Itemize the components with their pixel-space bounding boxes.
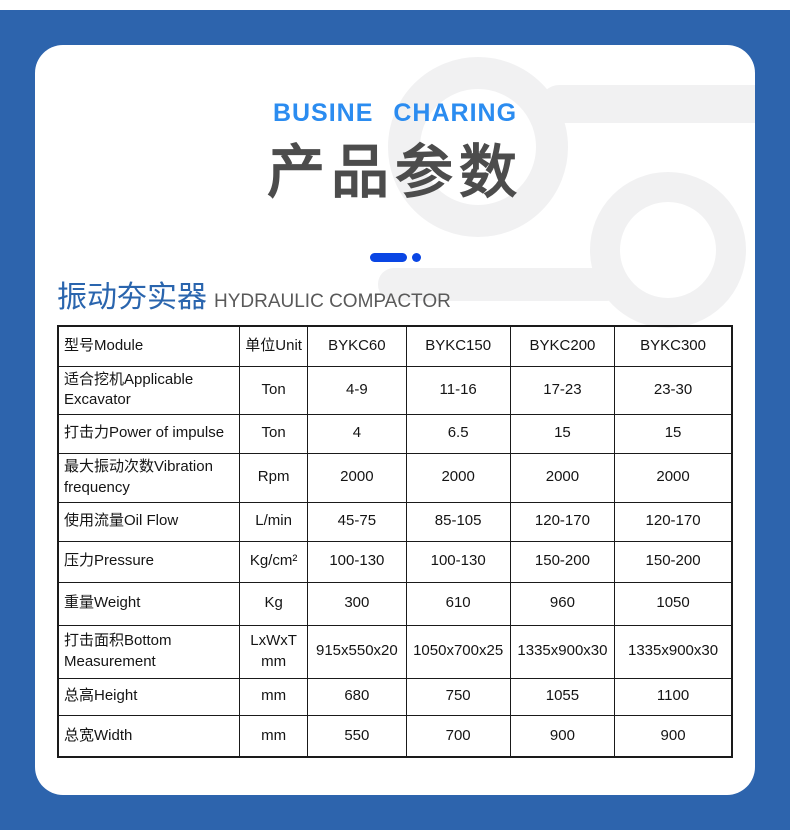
spec-label-cell: 总高Height — [57, 677, 241, 716]
value-cell: 15 — [614, 413, 733, 454]
table-row: 使用流量Oil Flow L/min 45-75 85-105 120-170 … — [57, 501, 733, 542]
spec-label-cell: 打击力Power of impulse — [57, 413, 241, 454]
column-header: 型号Module — [57, 325, 241, 367]
spec-label-cell: 重量Weight — [57, 581, 241, 626]
value-cell: 150-200 — [614, 540, 733, 583]
value-cell: 2000 — [509, 452, 616, 503]
value-cell: 85-105 — [405, 501, 511, 542]
spec-label-cell: 打击面积Bottom Measurement — [57, 624, 241, 679]
value-cell: 1335x900x30 — [509, 624, 616, 679]
unit-cell: L/min — [239, 501, 309, 542]
value-cell: 300 — [307, 581, 407, 626]
value-cell: 900 — [614, 714, 733, 758]
page-title: 产品参数 — [266, 140, 523, 205]
key-bar-watermark-icon — [378, 268, 623, 301]
divider-bar — [369, 253, 407, 262]
section-title-english: HYDRAULIC COMPACTOR — [214, 291, 451, 312]
value-cell: 15 — [509, 413, 616, 454]
column-header: BYKC200 — [509, 325, 616, 367]
divider-dot — [411, 253, 421, 262]
unit-cell: LxWxT mm — [239, 624, 309, 679]
section-heading: 振动夯实器 HYDRAULIC COMPACTOR — [57, 280, 755, 316]
value-cell: 680 — [307, 677, 407, 716]
column-header: BYKC300 — [614, 325, 733, 367]
spec-label-cell: 使用流量Oil Flow — [57, 501, 241, 542]
dash-dot-divider — [35, 253, 755, 262]
card-subtitle: BUSINE CHARING — [272, 99, 518, 127]
value-cell: 2000 — [614, 452, 733, 503]
value-cell: 2000 — [405, 452, 511, 503]
value-cell: 4-9 — [307, 365, 407, 415]
spec-table: 型号Module 单位Unit BYKC60 BYKC150 BYKC200 B… — [57, 325, 733, 758]
value-cell: 900 — [509, 714, 616, 758]
column-header: BYKC150 — [405, 325, 511, 367]
table-row: 最大振动次数Vibration frequency Rpm 2000 2000 … — [57, 452, 733, 503]
value-cell: 2000 — [307, 452, 407, 503]
column-header: 单位Unit — [239, 325, 309, 367]
value-cell: 4 — [307, 413, 407, 454]
value-cell: 1050 — [614, 581, 733, 626]
spec-label-cell: 总宽Width — [57, 714, 241, 758]
unit-cell: Kg — [239, 581, 309, 626]
unit-cell: Rpm — [239, 452, 309, 503]
value-cell: 45-75 — [307, 501, 407, 542]
spec-label-cell: 最大振动次数Vibration frequency — [57, 452, 241, 503]
value-cell: 1100 — [614, 677, 733, 716]
value-cell: 11-16 — [405, 365, 511, 415]
product-parameters-card: BUSINE CHARING 产品参数 振动夯实器 HYDRAULIC COMP… — [35, 45, 755, 795]
unit-cell: mm — [239, 677, 309, 716]
value-cell: 1050x700x25 — [405, 624, 511, 679]
value-cell: 550 — [307, 714, 407, 758]
value-cell: 610 — [405, 581, 511, 626]
value-cell: 1335x900x30 — [614, 624, 733, 679]
column-header: BYKC60 — [307, 325, 407, 367]
unit-cell: mm — [239, 714, 309, 758]
unit-cell: Ton — [239, 413, 309, 454]
value-cell: 120-170 — [509, 501, 616, 542]
table-header-row: 型号Module 单位Unit BYKC60 BYKC150 BYKC200 B… — [57, 325, 733, 367]
unit-cell: Kg/cm² — [239, 540, 309, 583]
value-cell: 150-200 — [509, 540, 616, 583]
value-cell: 750 — [405, 677, 511, 716]
value-cell: 700 — [405, 714, 511, 758]
value-cell: 100-130 — [405, 540, 511, 583]
value-cell: 960 — [509, 581, 616, 626]
value-cell: 1055 — [509, 677, 616, 716]
table-row: 总高Height mm 680 750 1055 1100 — [57, 677, 733, 716]
table-row: 打击力Power of impulse Ton 4 6.5 15 15 — [57, 413, 733, 454]
table-row: 总宽Width mm 550 700 900 900 — [57, 714, 733, 758]
value-cell: 6.5 — [405, 413, 511, 454]
key-bar-watermark-icon — [540, 85, 755, 123]
value-cell: 23-30 — [614, 365, 733, 415]
table-row: 打击面积Bottom Measurement LxWxT mm 915x550x… — [57, 624, 733, 679]
table-row: 适合挖机Applicable Excavator Ton 4-9 11-16 1… — [57, 365, 733, 415]
section-title-chinese: 振动夯实器 — [57, 281, 207, 314]
value-cell: 120-170 — [614, 501, 733, 542]
table-row: 重量Weight Kg 300 610 960 1050 — [57, 581, 733, 626]
spec-label-cell: 压力Pressure — [57, 540, 241, 583]
spec-label-cell: 适合挖机Applicable Excavator — [57, 365, 241, 415]
value-cell: 17-23 — [509, 365, 616, 415]
value-cell: 915x550x20 — [307, 624, 407, 679]
value-cell: 100-130 — [307, 540, 407, 583]
unit-cell: Ton — [239, 365, 309, 415]
table-row: 压力Pressure Kg/cm² 100-130 100-130 150-20… — [57, 540, 733, 583]
